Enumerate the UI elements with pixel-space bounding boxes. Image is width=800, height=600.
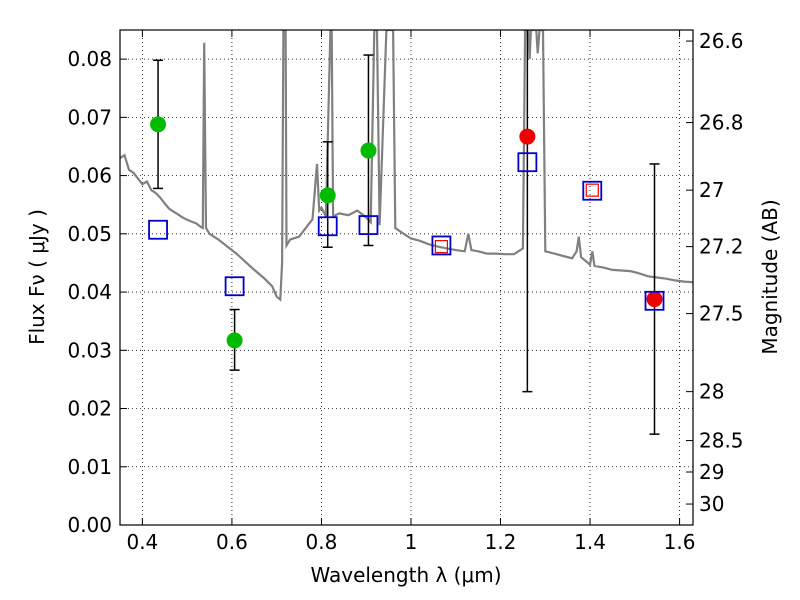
- model-point: [582, 180, 603, 201]
- mag-tick-label: 27.5: [699, 302, 744, 326]
- model-spectrum: [120, 30, 693, 302]
- x-tick-label: 1.2: [485, 530, 517, 554]
- y-tick-label: 0.04: [67, 280, 112, 304]
- data-point: [360, 142, 377, 159]
- y-tick-label: 0.01: [67, 455, 112, 479]
- x-tick-label: 0.8: [306, 530, 338, 554]
- x-axis-label: Wavelength λ (μm): [310, 563, 501, 587]
- x-tick-label: 0.6: [216, 530, 248, 554]
- y-axis-label: Flux Fν ( μJy ): [25, 209, 49, 345]
- data-point: [150, 116, 167, 133]
- x-tick-label: 1.4: [574, 530, 606, 554]
- data-point: [519, 128, 536, 145]
- limit-point: [434, 240, 449, 254]
- mag-tick-label: 27.2: [699, 235, 744, 259]
- mag-tick-label: 30: [699, 492, 724, 516]
- model-point: [517, 152, 538, 173]
- mag-tick-label: 26.8: [699, 111, 744, 135]
- mag-tick-label: 26.6: [699, 29, 744, 53]
- photometry-points: [148, 30, 665, 435]
- model-point: [148, 219, 168, 240]
- limit-point: [585, 183, 599, 197]
- mag-tick-label: 28.5: [699, 429, 744, 453]
- model-point: [431, 235, 452, 256]
- plot-frame: [119, 29, 694, 526]
- x-tick-label: 1: [405, 530, 418, 554]
- mag-tick-label: 28: [699, 380, 724, 404]
- data-point: [226, 332, 243, 349]
- axis-ticks: 0.4 0.6 0.8 1 1.2 1.4 1.6 0.00 0.01 0.02 0.03 0.04 0…: [67, 29, 743, 554]
- x-tick-label: 1.6: [664, 530, 696, 554]
- y-tick-label: 0.00: [67, 513, 112, 537]
- y-tick-label: 0.02: [67, 397, 112, 421]
- model-point: [317, 216, 338, 237]
- mag-tick-label: 27: [699, 178, 724, 202]
- model-point: [644, 290, 665, 311]
- y-tick-label: 0.07: [67, 105, 112, 129]
- y-tick-label: 0.03: [67, 338, 112, 362]
- mag-tick-label: 29: [699, 460, 724, 484]
- grid-lines: [120, 30, 693, 526]
- y-tick-label: 0.05: [67, 222, 112, 246]
- y-tick-label: 0.06: [67, 164, 112, 188]
- data-point: [646, 291, 663, 308]
- data-point: [319, 187, 336, 204]
- x-tick-label: 0.4: [126, 530, 158, 554]
- model-spectrum-line: [120, 30, 693, 302]
- y-tick-label: 0.08: [67, 47, 112, 71]
- model-point: [358, 215, 379, 235]
- model-point: [224, 276, 245, 297]
- y2-axis-label: Magnitude (AB): [758, 199, 782, 354]
